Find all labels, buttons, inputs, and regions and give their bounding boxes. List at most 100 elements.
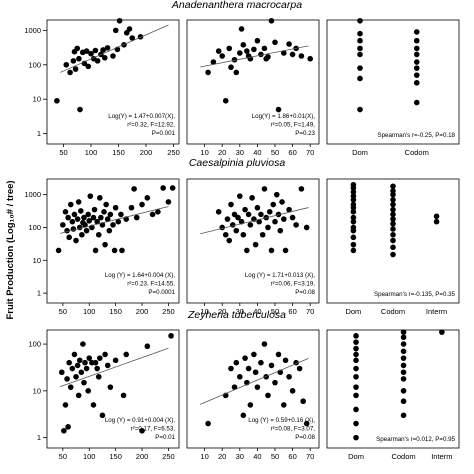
data-point [128,204,135,211]
data-point [118,211,124,218]
data-point [63,61,70,68]
data-point [272,39,278,46]
data-point [104,362,111,369]
y-tick-label: 1 [37,289,41,298]
data-point [102,241,108,248]
data-point [231,56,238,63]
data-point [71,351,78,358]
data-point [242,206,248,213]
data-point [244,247,250,254]
x-tick-label: 30 [236,148,244,157]
data-point [353,365,359,372]
data-point [272,379,278,386]
y-tick-label: 100 [28,60,41,69]
data-point [129,35,136,41]
data-point [353,339,359,345]
data-point [249,195,255,201]
data-point [350,181,357,188]
data-point [83,365,90,372]
data-point [74,362,81,369]
data-point [58,369,65,376]
data-point [90,402,97,408]
data-point [353,373,359,380]
data-point [279,199,285,205]
data-point [413,45,420,52]
data-point [67,69,73,76]
data-point [400,362,407,369]
data-point [131,186,137,192]
data-point [215,209,222,215]
data-point [77,106,83,113]
data-point [155,209,161,215]
x-tick-label: 40 [253,148,261,157]
x-tick-label: 100 [85,148,98,157]
data-point [73,373,79,380]
data-point [390,244,396,251]
x-tick-label: 50 [59,148,67,157]
x-tick-label: 50 [59,452,67,461]
regression-line [200,45,309,68]
stats-annotation: P=0.08 [295,289,315,296]
data-point [245,365,252,372]
y-tick-label: 10 [33,386,41,395]
stats-annotation: Log (Y) = 0.91+0.004 (X), [105,417,175,424]
data-point [95,231,102,238]
stats-annotation: Spearman's r=-0.25, P=0.18 [377,132,455,139]
x-tick-label: 60 [288,307,296,316]
data-point [286,373,292,380]
data-point [390,201,396,208]
data-point [266,209,273,215]
stats-annotation: P=0.001 [152,130,176,137]
category-label: Dom [348,452,364,461]
x-tick-label: 200 [140,148,153,157]
data-point [400,412,407,419]
data-point [85,388,91,394]
data-point [226,45,233,52]
data-point [62,209,69,215]
panel-frame [186,178,320,304]
data-point [65,424,71,430]
data-point [82,359,88,366]
data-point [94,58,101,64]
data-point [413,59,420,65]
data-point [282,247,289,254]
data-point [66,359,72,366]
data-point [390,226,396,232]
data-point [400,341,407,347]
data-point [400,355,407,361]
data-point [85,211,91,218]
data-point [133,214,140,221]
data-point [224,216,231,222]
x-tick-label: 100 [83,452,96,461]
data-point [123,351,129,358]
data-point [81,214,87,221]
data-point [74,216,81,222]
data-point [75,392,82,399]
data-point [104,45,111,51]
data-point [226,237,233,244]
panel-1-1: 1 10 100 1000 50 100 150 200 250 Log(Y) = 1.47+0.… [24,17,180,157]
data-point [353,333,359,339]
x-tick-label: 70 [306,307,314,316]
x-tick-label: 60 [288,148,296,157]
y-tick-label: 100 [28,223,41,232]
stats-annotation: Log (Y) = 1.71+0.013 (X), [245,272,315,279]
data-point [210,59,217,65]
data-point [88,50,94,57]
data-point [261,341,268,347]
data-point [390,231,396,238]
data-point [94,218,100,225]
x-tick-label: 40 [253,452,261,461]
data-point [357,51,363,58]
data-point [65,214,71,221]
category-label: Codom [391,452,415,461]
panel-frame [46,19,180,145]
data-point [413,65,420,71]
data-point [144,195,151,201]
data-point [116,17,123,24]
stats-annotation: Log(Y) = 1.47+0.007(X), [108,113,175,120]
data-point [139,201,145,208]
data-point [268,247,275,254]
data-point [413,72,420,78]
data-point [293,222,299,228]
